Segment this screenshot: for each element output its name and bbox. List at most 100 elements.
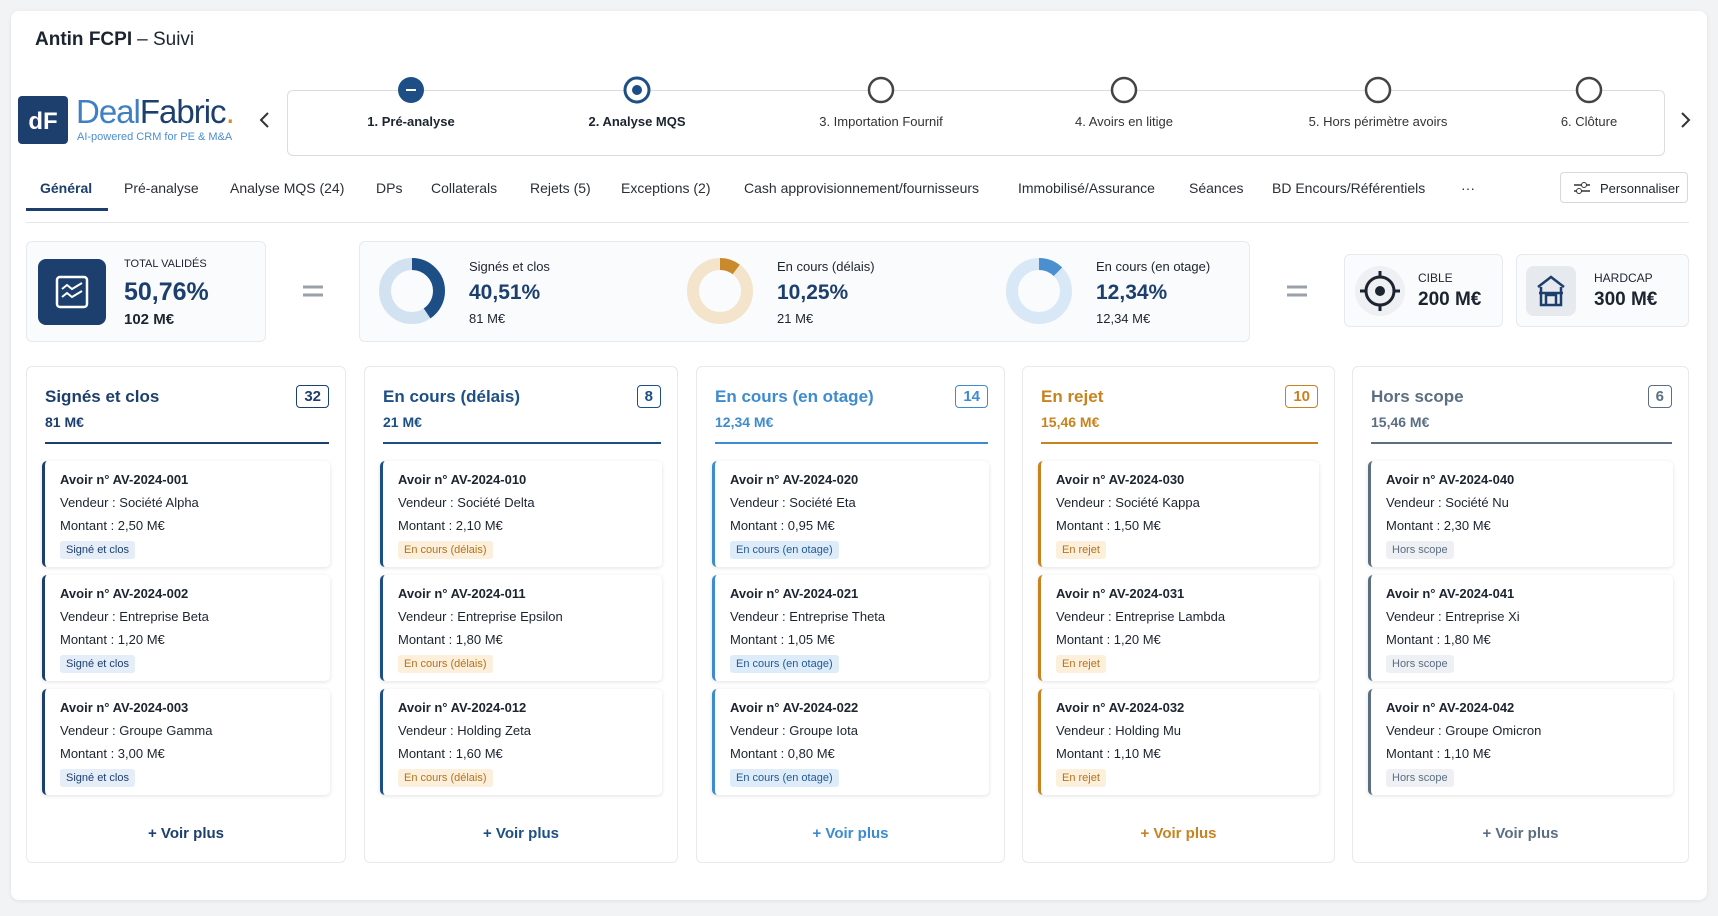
tab[interactable]: Cash approvisionnement/fournisseurs [744, 180, 980, 196]
step-label[interactable]: 4. Avoirs en litige [1074, 114, 1174, 129]
donut [1006, 258, 1072, 324]
card[interactable]: Avoir n° AV-2024-010 Vendeur : Société De… [380, 461, 662, 567]
status-tag: En cours (en otage) [730, 541, 839, 559]
card[interactable]: Avoir n° AV-2024-041 Vendeur : Entreprise… [1368, 575, 1673, 681]
tab[interactable]: Collaterals [431, 180, 498, 196]
dot [1375, 286, 1385, 296]
step-label[interactable]: 1. Pré-analyse [367, 114, 455, 129]
card[interactable]: Avoir n° AV-2024-030 Vendeur : Société Ka… [1038, 461, 1319, 567]
tab[interactable]: BD Encours/Référentiels [1272, 180, 1426, 196]
step-marker[interactable] [1363, 75, 1393, 105]
card-amount: Montant : 0,95 M€ [730, 518, 835, 533]
card-amount: Montant : 1,80 M€ [398, 632, 503, 647]
card[interactable]: Avoir n° AV-2024-002 Vendeur : Entreprise… [42, 575, 330, 681]
card-vendor: Vendeur : Entreprise Xi [1386, 609, 1520, 624]
see-more[interactable]: + Voir plus [148, 825, 224, 842]
kanban-column: Hors scope 6 15,46 M€ Avoir n° AV-2024-040 V… [1352, 366, 1689, 863]
column-amount: 12,34 M€ [715, 414, 774, 430]
card[interactable]: Avoir n° AV-2024-011 Vendeur : Entreprise… [380, 575, 662, 681]
card-title: Avoir n° AV-2024-041 [1386, 586, 1515, 601]
step-marker[interactable] [396, 75, 426, 105]
tab[interactable]: Général [40, 180, 93, 196]
card-amount: Montant : 1,10 M€ [1386, 746, 1491, 761]
tab[interactable]: Séances [1189, 180, 1244, 196]
see-more[interactable]: + Voir plus [1140, 825, 1217, 842]
card[interactable]: Avoir n° AV-2024-032 Vendeur : Holding Mu… [1038, 689, 1319, 795]
card-amount: Montant : 0,80 M€ [730, 746, 835, 761]
card-vendor: Vendeur : Société Kappa [1056, 495, 1200, 510]
step-label[interactable]: 5. Hors périmètre avoirs [1308, 114, 1448, 129]
card[interactable]: Avoir n° AV-2024-020 Vendeur : Société Et… [712, 461, 989, 567]
card[interactable]: Avoir n° AV-2024-022 Vendeur : Groupe Iot… [712, 689, 989, 795]
tab[interactable]: DPs [376, 180, 403, 196]
see-more[interactable]: + Voir plus [1482, 825, 1559, 842]
tab[interactable]: Immobilisé/Assurance [1018, 180, 1155, 196]
donut-arc [687, 258, 753, 324]
step-arrow[interactable] [257, 110, 273, 130]
card-title: Avoir n° AV-2024-020 [730, 472, 859, 487]
see-more[interactable]: + Voir plus [812, 825, 889, 842]
tab[interactable]: Exceptions (2) [621, 180, 711, 196]
status-tag: Signé et clos [60, 769, 135, 787]
part-label: En cours (en otage) [1096, 259, 1211, 274]
part-value: 12,34% [1096, 281, 1168, 304]
card[interactable]: Avoir n° AV-2024-031 Vendeur : Entreprise… [1038, 575, 1319, 681]
card[interactable]: Avoir n° AV-2024-042 Vendeur : Groupe Omi… [1368, 689, 1673, 795]
card-amount: Montant : 1,50 M€ [1056, 518, 1161, 533]
step-marker[interactable] [1109, 75, 1139, 105]
card-amount: Montant : 1,20 M€ [60, 632, 165, 647]
step-label[interactable]: 2. Analyse MQS [588, 114, 686, 129]
card[interactable]: Avoir n° AV-2024-003 Vendeur : Groupe Gam… [42, 689, 330, 795]
card-amount: Montant : 1,80 M€ [1386, 632, 1491, 647]
tab[interactable]: ··· [1461, 180, 1475, 196]
step-label[interactable]: 3. Importation Fournif [819, 114, 943, 129]
card-vendor: Vendeur : Holding Zeta [398, 723, 531, 738]
card-vendor: Vendeur : Groupe Gamma [60, 723, 213, 738]
page-title: Antin FCPI – Suivi [35, 29, 194, 51]
step-marker[interactable] [1574, 75, 1604, 105]
step-label[interactable]: 6. Clôture [1560, 114, 1618, 129]
column-amount: 21 M€ [383, 414, 422, 430]
card-vendor: Vendeur : Société Nu [1386, 495, 1509, 510]
card-vendor: Vendeur : Entreprise Theta [730, 609, 886, 624]
card-amount: Montant : 1,05 M€ [730, 632, 835, 647]
column-count: 32 [296, 385, 329, 408]
icon-frame [55, 275, 89, 309]
column-title: En cours (en otage) [715, 387, 874, 406]
brand-logo: dF [18, 96, 68, 144]
house [1537, 275, 1565, 307]
icon-bg [1526, 266, 1576, 316]
step-marker[interactable] [622, 75, 652, 105]
step-circle [1110, 76, 1138, 104]
brand-name-part: Fabric [139, 93, 227, 130]
target-label: CIBLE [1418, 271, 1453, 285]
part-label: En cours (délais) [777, 259, 875, 274]
column-underline [1371, 442, 1672, 444]
tab[interactable]: Analyse MQS (24) [230, 180, 345, 196]
step-marker[interactable] [866, 75, 896, 105]
card-amount: Montant : 1,10 M€ [1056, 746, 1161, 761]
kanban-column: En rejet 10 15,46 M€ Avoir n° AV-2024-030 Ve… [1022, 366, 1335, 863]
target-label: HARDCAP [1594, 271, 1653, 285]
total-label: TOTAL VALIDÉS [124, 258, 207, 270]
card-title: Avoir n° AV-2024-011 [398, 586, 526, 601]
tab[interactable]: Rejets (5) [530, 180, 591, 196]
card[interactable]: Avoir n° AV-2024-021 Vendeur : Entreprise… [712, 575, 989, 681]
tab[interactable]: Pré-analyse [124, 180, 199, 196]
card-amount: Montant : 2,50 M€ [60, 518, 165, 533]
card[interactable]: Avoir n° AV-2024-040 Vendeur : Société Nu… [1368, 461, 1673, 567]
step-arrow[interactable] [1677, 110, 1693, 130]
customize-label: Personnaliser [1600, 181, 1680, 196]
operator [303, 285, 323, 297]
brand-name-part: Deal [76, 93, 141, 130]
customize-button[interactable]: Personnaliser [1560, 172, 1688, 203]
card[interactable]: Avoir n° AV-2024-012 Vendeur : Holding Ze… [380, 689, 662, 795]
card-amount: Montant : 1,20 M€ [1056, 632, 1161, 647]
card-title: Avoir n° AV-2024-030 [1056, 472, 1185, 487]
card[interactable]: Avoir n° AV-2024-001 Vendeur : Société Al… [42, 461, 330, 567]
column-underline [383, 442, 661, 444]
title: Antin FCPI [35, 29, 133, 50]
part-amount: 21 M€ [777, 311, 814, 326]
donut-track [687, 258, 753, 324]
see-more[interactable]: + Voir plus [483, 825, 559, 842]
